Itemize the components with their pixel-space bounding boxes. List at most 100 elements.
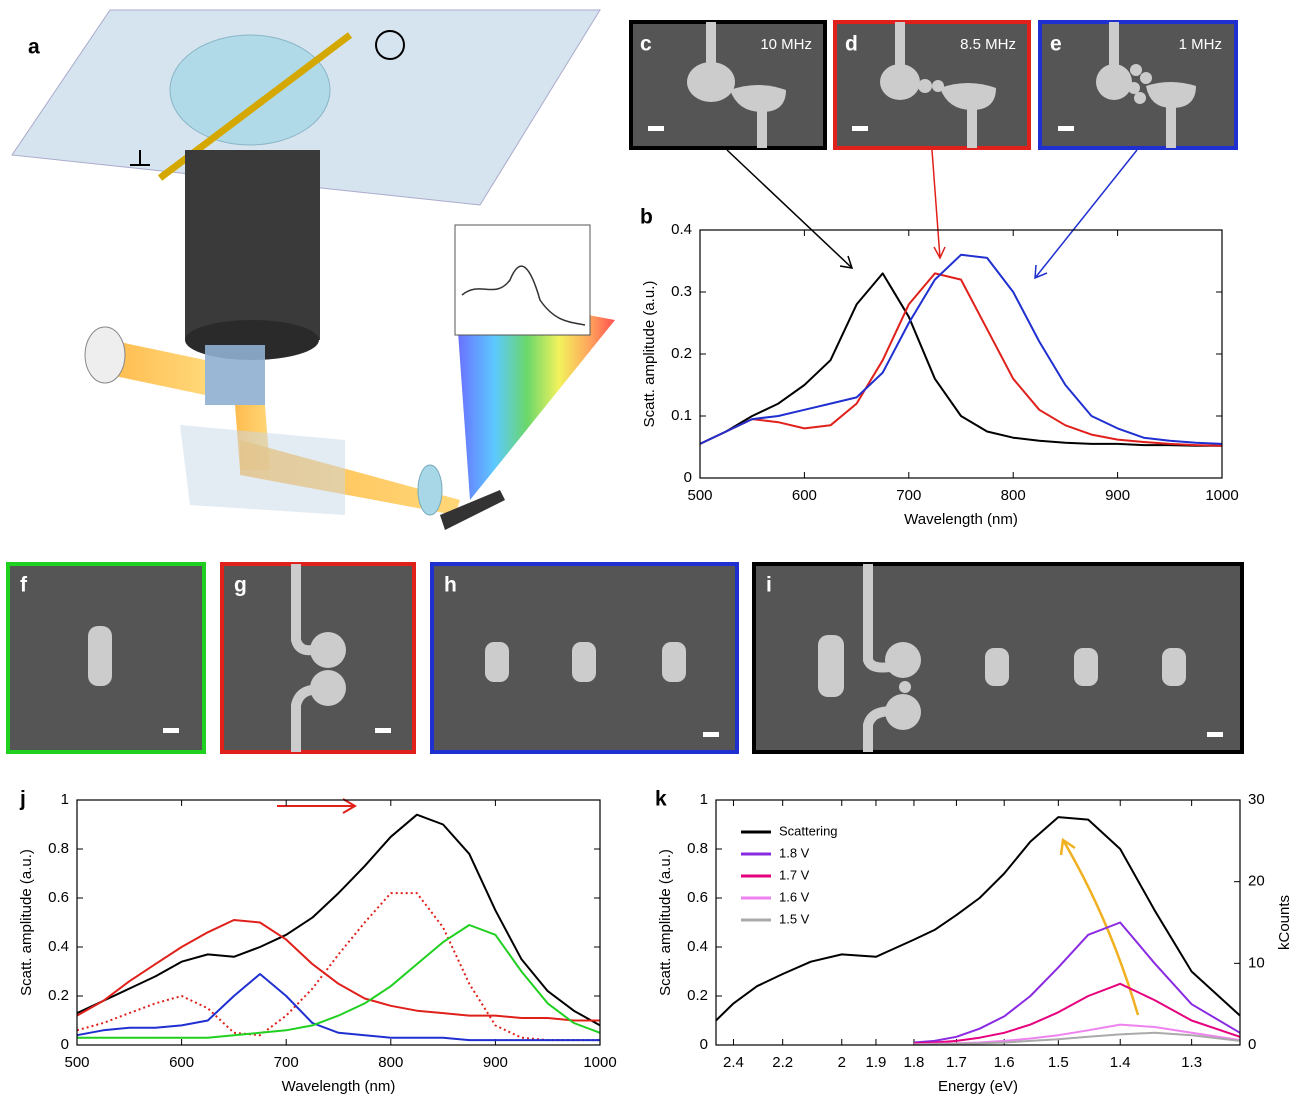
lens: [417, 464, 443, 516]
x-tick-label: 900: [1105, 487, 1130, 504]
legend-label: 1.7 V: [779, 867, 810, 882]
series-line: [699, 272, 1222, 447]
legend-label: 1.5 V: [779, 911, 810, 926]
x-tick-label: 1.3: [1181, 1054, 1202, 1071]
y-tick-label: 0.8: [687, 840, 708, 857]
panel-label: e: [1050, 33, 1062, 56]
y-tick-label: 0.2: [687, 987, 708, 1004]
y2-tick-label: 0: [1248, 1036, 1256, 1053]
x-tick-label: 2: [838, 1054, 846, 1071]
y2-tick-label: 10: [1248, 954, 1265, 971]
grating: [440, 490, 505, 530]
x-tick-label: 500: [64, 1054, 89, 1071]
x-axis-label: Wavelength (nm): [904, 511, 1018, 528]
series-line: [913, 921, 1241, 1044]
plot-frame: [715, 799, 1241, 1046]
y-tick-label: 0.2: [671, 345, 692, 362]
y-tick-label: 0: [684, 469, 692, 486]
y-tick-label: 0.8: [48, 840, 69, 857]
sem-image: [220, 562, 416, 754]
x-tick-label: 800: [378, 1054, 403, 1071]
x-axis-label: Wavelength (nm): [282, 1078, 396, 1095]
annotation-arrow: [277, 798, 1140, 1016]
x-tick-label: 600: [792, 487, 817, 504]
spectrum: [455, 290, 615, 500]
y-tick-label: 0: [700, 1036, 708, 1053]
y2-tick-label: 20: [1248, 873, 1265, 890]
series-line: [913, 982, 1241, 1045]
x-tick-label: 1.6: [994, 1054, 1015, 1071]
x-tick-label: 1000: [583, 1054, 616, 1071]
droplet: [169, 34, 331, 146]
series-line: [76, 919, 600, 1022]
annotation-arrow: [726, 149, 1138, 280]
y-tick-label: 0: [61, 1036, 69, 1053]
x-tick-label: 800: [1001, 487, 1026, 504]
panel-label: c: [640, 33, 652, 56]
lamp: [84, 326, 126, 384]
y-tick-label: 0.6: [48, 889, 69, 906]
sem-image: [6, 562, 206, 754]
legend-label: 1.6 V: [779, 889, 810, 904]
image-label: 10 MHz: [760, 36, 812, 53]
y-tick-label: 0.6: [687, 889, 708, 906]
x-tick-label: 900: [483, 1054, 508, 1071]
panel-label: j: [19, 788, 26, 811]
panel-label: f: [20, 574, 28, 597]
plot-frame: [76, 799, 601, 1046]
legend-label: Scattering: [779, 823, 838, 838]
x-tick-label: 1.4: [1110, 1054, 1131, 1071]
panel-label: i: [766, 574, 772, 597]
x-tick-label: 1000: [1205, 487, 1238, 504]
y-tick-label: 1: [61, 791, 69, 808]
sem-image: [1038, 20, 1238, 150]
objective: [185, 150, 320, 340]
y-axis-label: Scatt. amplitude (a.u.): [657, 849, 674, 996]
y-axis-label: Scatt. amplitude (a.u.): [641, 281, 658, 428]
x-tick-label: 2.4: [723, 1054, 744, 1071]
y2-axis-label: kCounts: [1276, 895, 1293, 950]
ac-source: [375, 30, 405, 60]
x-tick-label: 700: [274, 1054, 299, 1071]
y-tick-label: 0.1: [671, 407, 692, 424]
series-line: [913, 1031, 1241, 1046]
y-tick-label: 0.4: [671, 221, 692, 238]
series-line: [76, 973, 600, 1042]
sem-image: [629, 20, 827, 150]
series-line: [76, 813, 601, 1027]
sem-image: [833, 20, 1031, 150]
x-tick-label: 500: [687, 487, 712, 504]
panel-label: k: [655, 788, 667, 811]
y-tick-label: 0.4: [48, 938, 69, 955]
y-tick-label: 0.2: [48, 987, 69, 1004]
inset: [454, 224, 591, 336]
y-tick-label: 0.3: [671, 283, 692, 300]
x-tick-label: 1.5: [1048, 1054, 1069, 1071]
series-line: [77, 924, 601, 1039]
beam-splitter: [205, 345, 265, 405]
panel-label: b: [640, 206, 653, 229]
series-line: [715, 816, 1241, 1022]
x-tick-label: 1.7: [946, 1054, 967, 1071]
x-tick-label: 1.8: [904, 1054, 925, 1071]
illustration: [11, 9, 615, 530]
y-axis-label: Scatt. amplitude (a.u.): [18, 849, 35, 996]
sem-image: [430, 562, 739, 754]
series-line: [699, 272, 1223, 447]
x-tick-label: 700: [896, 487, 921, 504]
series-line: [699, 253, 1223, 445]
x-tick-label: 1.9: [866, 1054, 887, 1071]
x-tick-label: 600: [169, 1054, 194, 1071]
panel-label: a: [28, 36, 40, 59]
y-tick-label: 1: [700, 791, 708, 808]
plot-frame: [699, 229, 1223, 479]
legend-label: 1.8 V: [779, 845, 810, 860]
y2-tick-label: 30: [1248, 791, 1265, 808]
panel-label: g: [234, 574, 247, 597]
panel-label: d: [845, 33, 858, 56]
image-label: 1 MHz: [1179, 36, 1222, 53]
panel-label: h: [444, 574, 457, 597]
x-tick-label: 2.2: [772, 1054, 793, 1071]
y-tick-label: 0.4: [687, 938, 708, 955]
